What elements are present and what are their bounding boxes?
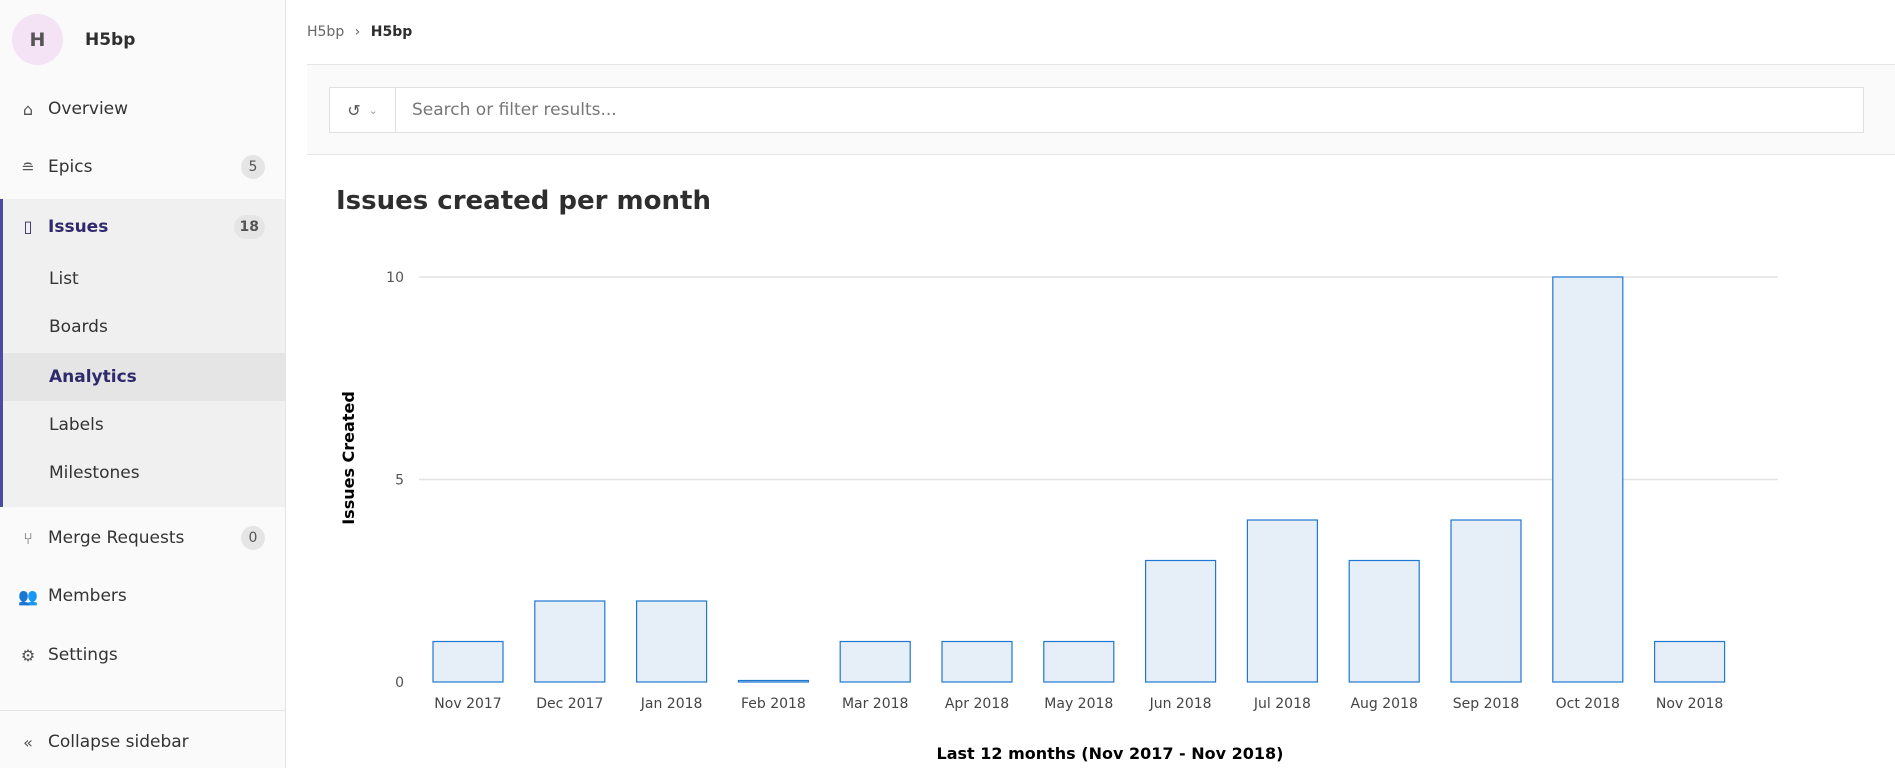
sidebar-item-merge-requests[interactable]: ⑂ Merge Requests 0: [0, 513, 285, 563]
sidebar-item-epics[interactable]: ≘ Epics 5: [0, 142, 285, 192]
sidebar-subitem-labels[interactable]: Labels: [49, 415, 104, 435]
group-name: H5bp: [85, 29, 136, 50]
y-tick-label: 0: [395, 675, 404, 691]
users-icon: 👥: [18, 586, 38, 606]
bar: [1246, 519, 1319, 683]
sidebar-item-label: Overview: [48, 99, 129, 119]
y-tick-label: 10: [386, 270, 404, 286]
x-tick-label: Jul 2018: [1253, 696, 1311, 712]
filter-box: ↺ ⌄: [329, 87, 1864, 133]
divider: [0, 710, 285, 711]
x-tick-label: Jan 2018: [640, 696, 703, 712]
breadcrumb-current[interactable]: H5bp: [370, 24, 413, 40]
x-tick-label: Apr 2018: [945, 696, 1009, 712]
sidebar-subitem-milestones[interactable]: Milestones: [49, 463, 140, 483]
x-tick-label: Jun 2018: [1149, 696, 1212, 712]
sidebar-item-members[interactable]: 👥 Members: [0, 571, 285, 621]
x-tick-label: Sep 2018: [1453, 696, 1519, 712]
issues-submenu: List Boards Analytics Labels Milestones: [0, 254, 285, 507]
bar: [432, 640, 504, 683]
collapse-sidebar-button[interactable]: « Collapse sidebar: [0, 717, 285, 767]
bar: [1043, 640, 1115, 683]
sidebar-item-issues[interactable]: ▯ Issues 18: [0, 199, 285, 254]
x-axis-label: Last 12 months (Nov 2017 - Nov 2018): [937, 744, 1284, 763]
bar: [534, 600, 606, 683]
search-input[interactable]: [396, 88, 1863, 132]
x-tick-label: Oct 2018: [1556, 696, 1620, 712]
sidebar-subitem-boards[interactable]: Boards: [49, 317, 108, 337]
breadcrumb: H5bp › H5bp: [307, 24, 412, 40]
home-icon: ⌂: [22, 99, 34, 119]
count-badge: 0: [241, 526, 265, 550]
x-tick-label: Mar 2018: [842, 696, 909, 712]
x-tick-label: Aug 2018: [1350, 696, 1417, 712]
sidebar-item-label: Merge Requests: [48, 528, 185, 548]
chevron-double-left-icon: «: [23, 732, 33, 752]
bar: [839, 640, 911, 683]
avatar: H: [12, 14, 63, 65]
sidebar-subitem-analytics[interactable]: Analytics: [3, 353, 285, 401]
epic-icon: ≘: [21, 157, 35, 177]
bar: [737, 679, 810, 683]
x-tick-label: Nov 2017: [434, 696, 501, 712]
bar: [1450, 519, 1522, 683]
sidebar-item-label: Epics: [48, 157, 93, 177]
group-context[interactable]: H H5bp: [12, 14, 135, 65]
x-tick-label: Nov 2018: [1656, 696, 1723, 712]
bar: [1653, 640, 1726, 683]
bar: [1348, 559, 1420, 683]
collapse-label: Collapse sidebar: [48, 732, 189, 752]
page-title: Issues created per month: [336, 186, 711, 216]
recent-searches-dropdown[interactable]: ↺ ⌄: [330, 88, 396, 132]
sidebar-item-label: Issues: [48, 216, 109, 237]
y-axis-label: Issues Created: [339, 391, 358, 525]
history-icon: ↺: [347, 100, 361, 120]
bar: [941, 640, 1013, 683]
bar: [1552, 276, 1624, 683]
sidebar-item-settings[interactable]: ⚙ Settings: [0, 630, 285, 680]
chevron-down-icon: ⌄: [368, 103, 378, 117]
sidebar-subitem-list[interactable]: List: [49, 269, 79, 289]
sidebar-item-label: Settings: [48, 645, 118, 665]
filter-bar: ↺ ⌄: [307, 64, 1895, 155]
sidebar: H H5bp ⌂ Overview ≘ Epics 5 ▯ Issues 18 List …: [0, 0, 286, 768]
x-tick-label: May 2018: [1044, 696, 1113, 712]
sidebar-item-label: Members: [48, 586, 127, 606]
bar: [1144, 559, 1217, 683]
x-tick-label: Feb 2018: [741, 696, 806, 712]
x-tick-label: Dec 2017: [536, 696, 603, 712]
y-tick-label: 5: [395, 473, 404, 489]
breadcrumb-link[interactable]: H5bp: [307, 24, 345, 40]
issues-icon: ▯: [23, 217, 33, 236]
gear-icon: ⚙: [20, 645, 36, 665]
count-badge: 5: [241, 155, 265, 179]
count-badge: 18: [233, 214, 265, 239]
bar: [635, 600, 708, 683]
merge-request-icon: ⑂: [23, 528, 33, 548]
sidebar-item-overview[interactable]: ⌂ Overview: [0, 84, 285, 134]
chevron-right-icon: ›: [354, 24, 361, 40]
